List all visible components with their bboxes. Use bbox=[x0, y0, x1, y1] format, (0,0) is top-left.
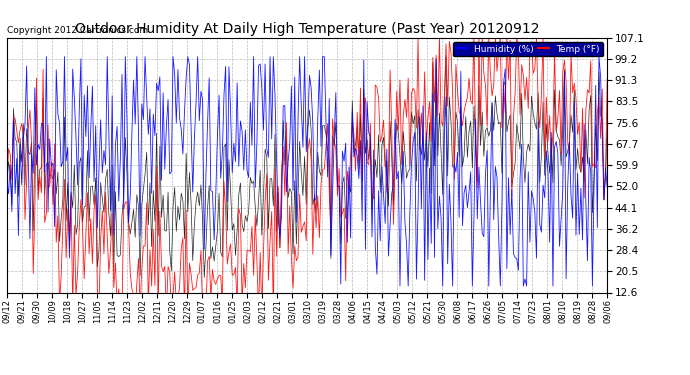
Text: Copyright 2012 Cartronics.com: Copyright 2012 Cartronics.com bbox=[7, 26, 148, 35]
Title: Outdoor Humidity At Daily High Temperature (Past Year) 20120912: Outdoor Humidity At Daily High Temperatu… bbox=[75, 22, 540, 36]
Legend: Humidity (%), Temp (°F): Humidity (%), Temp (°F) bbox=[453, 42, 602, 56]
